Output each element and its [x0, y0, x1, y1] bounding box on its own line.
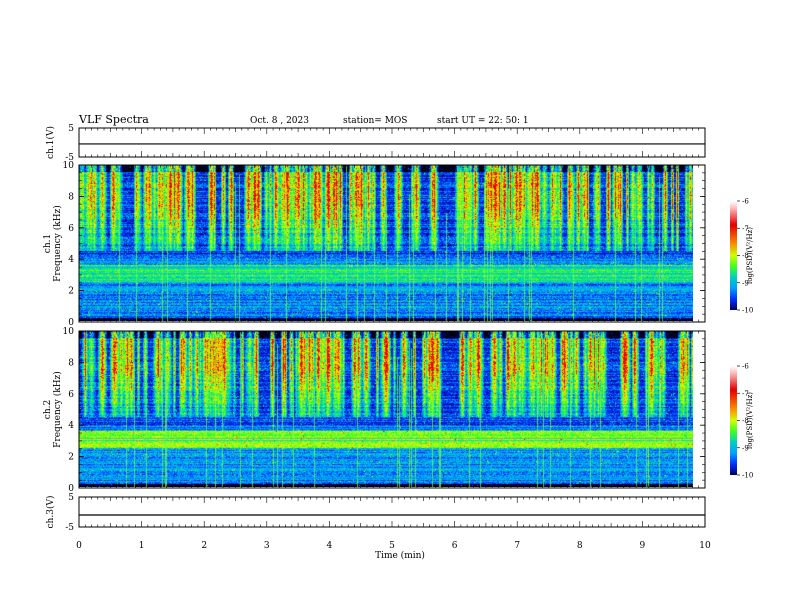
colorbar-tick-label: -9: [742, 279, 749, 287]
xtick-label: 9: [640, 541, 646, 551]
ch1-spectrogram-ylabel: ch.1: [43, 234, 53, 253]
colorbar-tick-label: -10: [742, 307, 753, 315]
ch2-spectrogram-ytick-label: 8: [68, 358, 74, 368]
ch1-spectrogram-ytick-label: 4: [68, 255, 74, 265]
xtick-label: 2: [201, 541, 207, 551]
colorbar-label: log(PSD)(V²/Hz): [746, 392, 754, 449]
ch1-spectrogram-ytick-label: 2: [68, 287, 74, 297]
ch1-spectrogram-plot: [79, 165, 693, 321]
ch2-spectrogram-ytick-label: 0: [68, 484, 74, 494]
colorbar-tick-label: -6: [742, 363, 749, 371]
xtick-label: 1: [139, 541, 145, 551]
ch2-spectrogram-ytick-label: 6: [68, 390, 74, 400]
colorbar-tick-label: -7: [742, 225, 749, 233]
ch2-colorbar: [730, 366, 737, 475]
x-axis-label: Time (min): [375, 550, 425, 561]
colorbar-label: log(PSD)(V²/Hz): [746, 227, 754, 284]
ch1-waveform-ytick-label: -5: [65, 153, 74, 163]
colorbar-tick-label: -7: [742, 390, 749, 398]
ch1-spectrogram-ytick-label: 6: [68, 224, 74, 234]
ch2-spectrogram-ytick-label: 2: [68, 453, 74, 463]
ch2-spectrogram-ytick-label: 10: [63, 327, 75, 337]
ch2-spectrogram-ylabel: ch.2: [43, 400, 53, 419]
colorbar-tick-label: -8: [742, 417, 749, 425]
ch3-waveform-ylabel: ch.3(V): [45, 496, 56, 529]
figure-title: VLF Spectra: [78, 113, 149, 126]
station-label: station= MOS: [343, 116, 407, 126]
ch1-waveform-ylabel: ch.1(V): [45, 126, 56, 159]
colorbar-tick-label: -10: [742, 472, 753, 480]
ch1-spectrogram-ytick-label: 8: [68, 192, 74, 202]
ch1-spectrogram-ylabel: Frequency (kHz): [52, 205, 63, 282]
colorbar-tick-label: -8: [742, 252, 749, 260]
xtick-label: 10: [699, 541, 711, 551]
xtick-label: 7: [514, 541, 520, 551]
xtick-label: 0: [76, 541, 82, 551]
xtick-label: 6: [452, 541, 458, 551]
ch1-spectrogram-ytick-label: 0: [68, 318, 74, 328]
xtick-label: 3: [264, 541, 270, 551]
xtick-label: 5: [389, 541, 395, 551]
xtick-label: 4: [327, 541, 333, 551]
ch3-waveform-ytick-label: -5: [65, 523, 74, 533]
ch3-waveform-ytick-label: 5: [68, 493, 74, 503]
colorbar-tick-label: -6: [742, 198, 749, 206]
ch2-spectrogram-ylabel: Frequency (kHz): [52, 371, 63, 448]
ch1-colorbar: [730, 201, 737, 310]
ch1-waveform-ytick-label: 5: [68, 124, 74, 134]
colorbar-tick-label: -9: [742, 444, 749, 452]
ch2-spectrogram-ytick-label: 4: [68, 421, 74, 431]
xtick-label: 8: [577, 541, 583, 551]
ch1-spectrogram-ytick-label: 10: [63, 161, 75, 171]
start-time-label: start UT = 22: 50: 1: [437, 116, 529, 126]
date-label: Oct. 8 , 2023: [250, 116, 309, 126]
ch2-spectrogram-plot: [79, 331, 693, 487]
